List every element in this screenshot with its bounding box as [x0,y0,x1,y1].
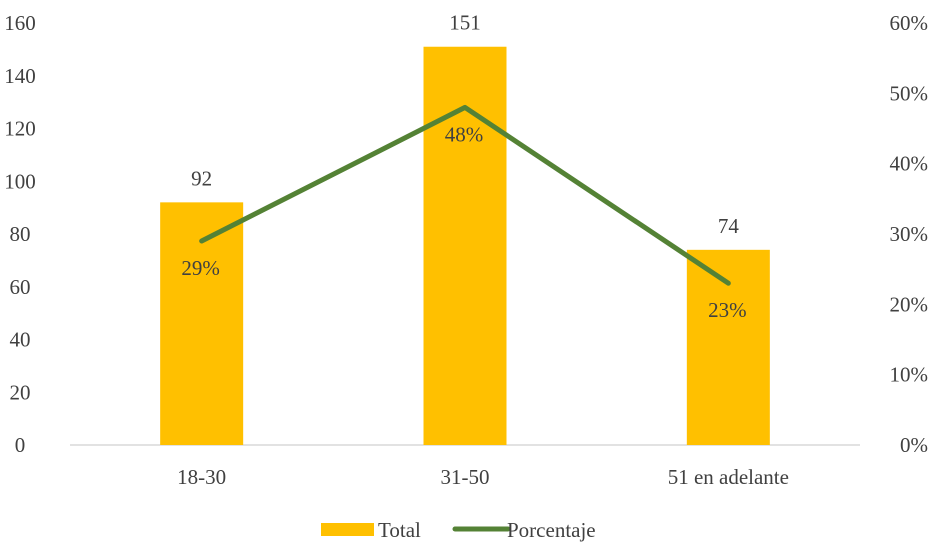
bar-data-label: 92 [191,166,212,190]
bar-data-label: 74 [718,214,740,238]
right-axis-tick-label: 20% [890,292,929,316]
left-axis-tick-label: 20 [10,380,31,404]
bar-series: 92 151 74 [160,11,770,446]
left-axis-tick-label: 40 [10,328,31,352]
line-data-label: 29% [181,256,220,280]
left-y-axis: 0 20 40 60 80 100 120 140 160 [4,11,36,457]
legend-label-total: Total [378,518,421,542]
line-data-label: 23% [708,298,747,322]
legend: Total Porcentaje [321,518,596,542]
left-axis-tick-label: 100 [4,169,36,193]
legend-swatch-total [321,523,374,536]
right-axis-tick-label: 40% [890,152,929,176]
left-axis-tick-label: 80 [10,222,31,246]
line-data-label: 48% [445,122,484,146]
left-axis-tick-label: 160 [4,11,36,35]
left-axis-tick-label: 0 [15,433,26,457]
right-axis-tick-label: 60% [890,11,929,35]
right-axis-tick-label: 10% [890,363,929,387]
bar [686,249,770,445]
x-axis-ticks: 18-30 31-50 51 en adelante [177,465,789,489]
left-axis-tick-label: 120 [4,117,36,141]
right-axis-tick-label: 0% [900,433,928,457]
legend-label-porcentaje: Porcentaje [507,518,596,542]
bar [423,46,507,446]
bar-data-label: 151 [449,11,481,35]
left-axis-tick-label: 140 [4,64,36,88]
right-axis-tick-label: 50% [890,81,929,105]
line-series: 29% 48% 23% [181,104,747,322]
x-axis-tick-label: 51 en adelante [668,465,789,489]
left-axis-tick-label: 60 [10,275,31,299]
right-y-axis: 0% 10% 20% 30% 40% 50% 60% [890,11,929,457]
x-axis-tick-label: 18-30 [177,465,226,489]
right-axis-tick-label: 30% [890,222,929,246]
x-axis-tick-label: 31-50 [441,465,490,489]
line-path [199,104,731,286]
